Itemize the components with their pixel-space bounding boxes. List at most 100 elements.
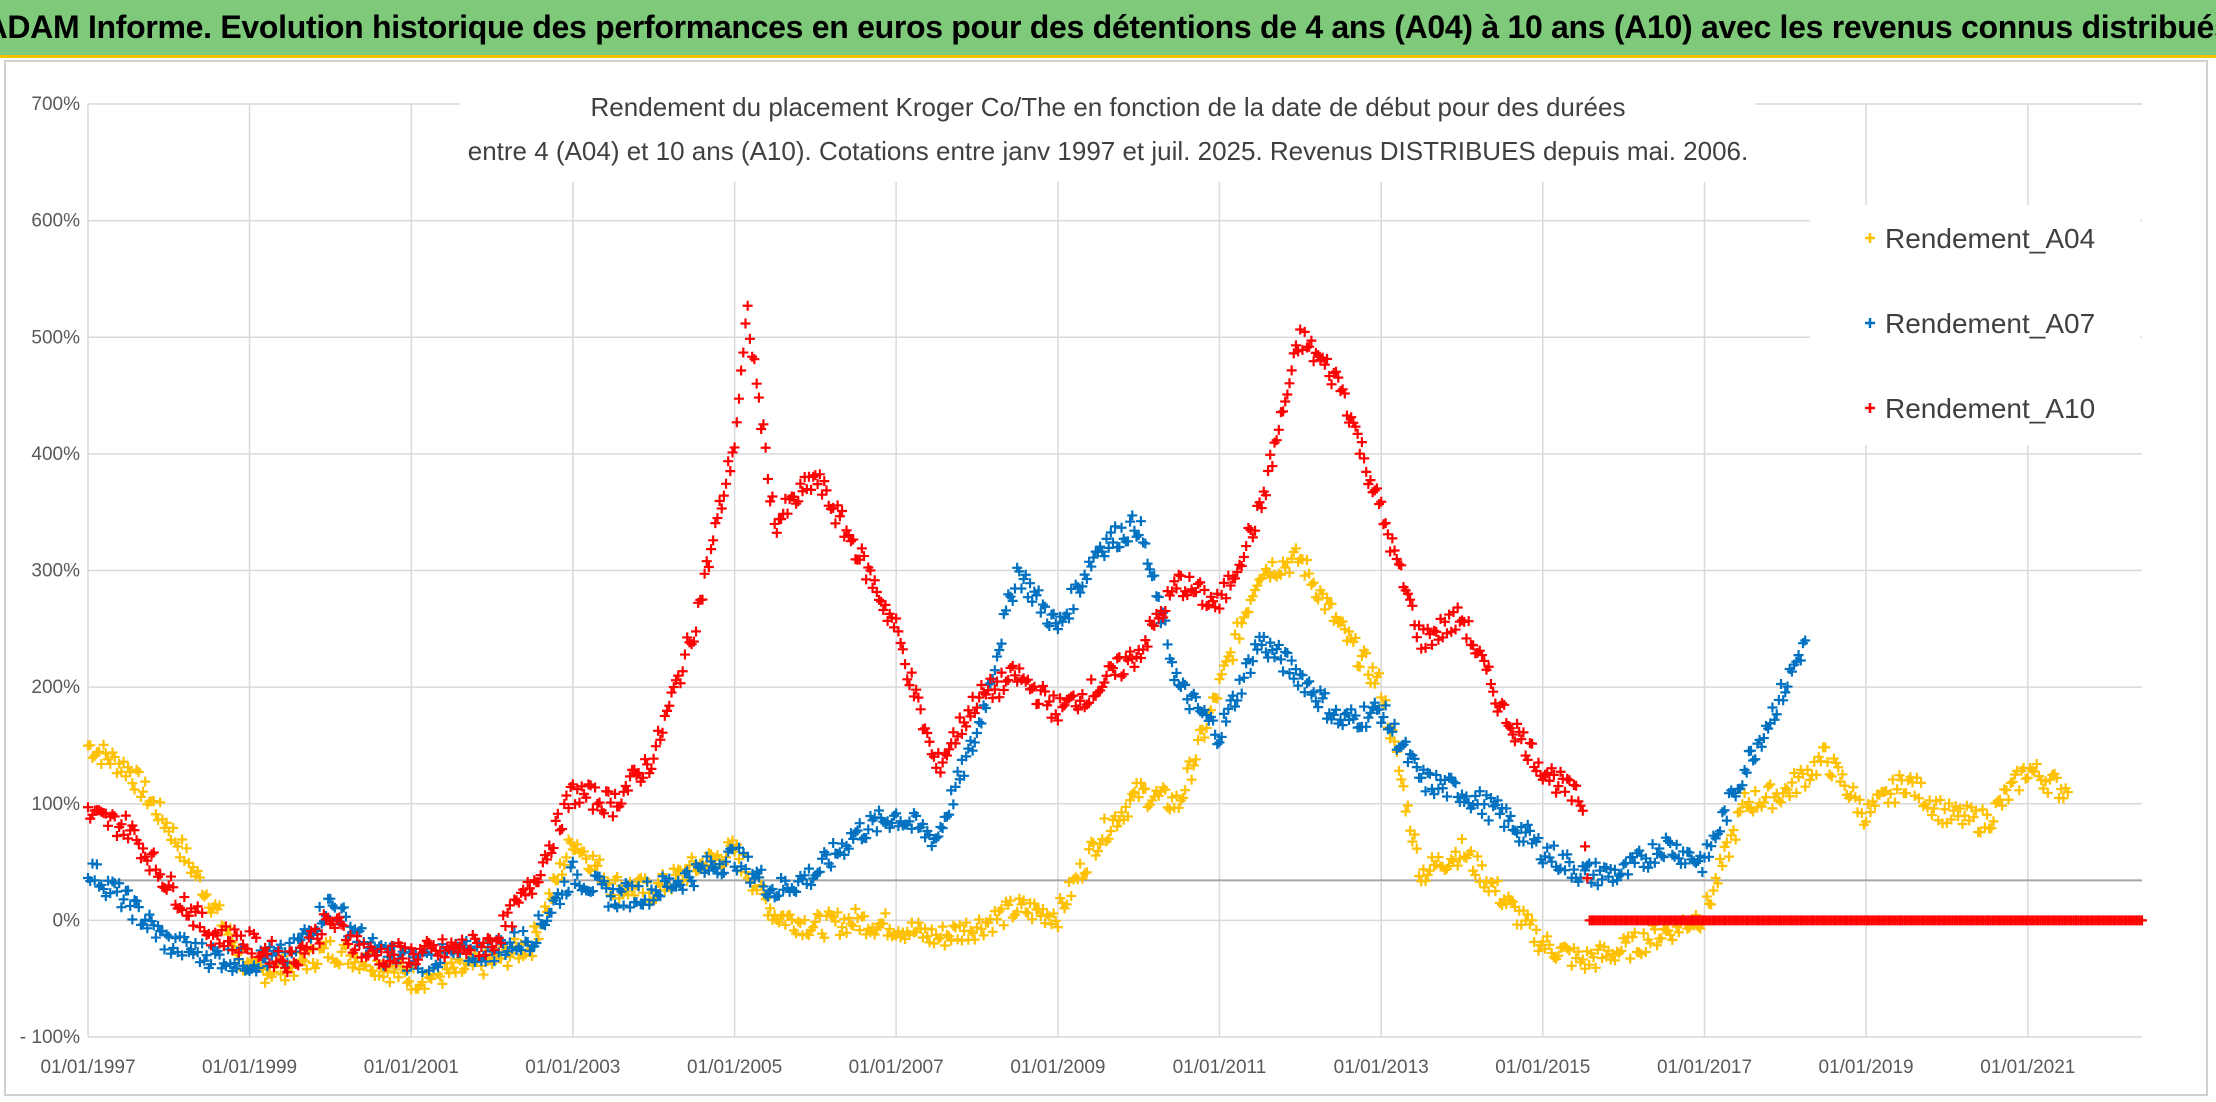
point-marker <box>570 799 581 810</box>
point-marker <box>742 851 753 862</box>
point-marker <box>1354 661 1365 672</box>
point-marker <box>1791 787 1802 798</box>
point-marker <box>786 914 797 925</box>
point-marker <box>679 649 690 660</box>
point-marker <box>1638 928 1649 939</box>
point-marker <box>1597 874 1608 885</box>
point-marker <box>183 910 194 921</box>
point-marker <box>1214 603 1225 614</box>
point-marker <box>1199 704 1210 715</box>
point-marker <box>931 833 942 844</box>
point-marker <box>1396 560 1407 571</box>
point-marker <box>819 847 830 858</box>
point-marker <box>1522 819 1533 830</box>
point-marker <box>1837 769 1848 780</box>
point-marker <box>738 347 749 358</box>
point-marker <box>686 875 697 886</box>
point-marker <box>1411 632 1422 643</box>
point-marker <box>598 808 609 819</box>
point-marker <box>1977 804 1988 815</box>
point-marker <box>1560 786 1570 797</box>
point-marker <box>1308 356 1319 367</box>
point-marker <box>1488 801 1499 812</box>
point-marker <box>1260 647 1271 658</box>
point-marker <box>994 692 1005 703</box>
point-marker <box>1577 805 1588 816</box>
point-marker <box>1363 669 1374 680</box>
point-marker <box>504 937 515 948</box>
point-marker <box>212 930 223 941</box>
point-marker <box>1959 810 1970 821</box>
point-marker <box>1433 852 1444 863</box>
point-marker <box>205 907 216 918</box>
point-marker <box>520 890 531 901</box>
point-marker <box>310 923 321 934</box>
point-marker <box>412 954 423 965</box>
point-marker <box>1324 708 1335 719</box>
point-marker <box>448 962 459 973</box>
point-marker <box>1537 858 1548 869</box>
point-marker <box>1780 687 1791 698</box>
point-marker <box>116 819 127 830</box>
point-marker <box>554 898 565 909</box>
point-marker <box>1719 805 1730 816</box>
point-marker <box>1652 940 1663 951</box>
point-marker <box>1278 406 1289 417</box>
point-marker <box>902 674 913 685</box>
point-marker <box>749 354 760 365</box>
point-marker <box>1290 543 1301 554</box>
point-marker <box>133 902 144 913</box>
point-marker <box>1708 885 1719 896</box>
point-marker <box>740 318 751 329</box>
point-marker <box>803 929 814 940</box>
x-tick-label: 01/01/2019 <box>1819 1057 1914 1078</box>
point-marker <box>1035 607 1046 618</box>
point-marker <box>859 551 870 562</box>
point-marker <box>192 901 203 912</box>
point-marker <box>996 667 1007 678</box>
point-marker <box>170 933 181 944</box>
point-marker <box>1077 873 1088 884</box>
point-marker <box>161 884 172 895</box>
point-marker <box>758 419 769 430</box>
point-marker <box>618 900 629 911</box>
point-marker <box>1084 697 1095 708</box>
point-marker <box>859 911 870 922</box>
point-marker <box>439 952 450 963</box>
point-marker <box>574 880 585 891</box>
point-marker <box>1555 766 1566 777</box>
point-marker <box>1048 608 1059 619</box>
y-tick-label: 200% <box>31 677 80 698</box>
point-marker <box>1110 669 1121 680</box>
point-marker <box>165 948 176 959</box>
point-marker <box>1182 590 1193 601</box>
point-marker <box>1533 833 1544 844</box>
point-marker <box>832 500 843 511</box>
point-marker <box>308 944 319 955</box>
point-marker <box>378 971 389 982</box>
point-marker <box>1238 612 1249 623</box>
point-marker <box>1494 808 1505 819</box>
point-marker <box>1247 591 1258 602</box>
point-marker <box>1721 815 1732 826</box>
point-marker <box>1271 435 1282 446</box>
point-marker <box>533 877 544 888</box>
point-marker <box>736 365 747 376</box>
point-marker <box>900 659 911 670</box>
point-marker <box>814 866 825 877</box>
point-marker <box>1173 569 1184 580</box>
point-marker <box>205 959 216 970</box>
point-marker <box>758 881 769 892</box>
point-marker <box>1780 783 1791 794</box>
point-marker <box>518 951 529 962</box>
point-marker <box>89 875 100 886</box>
point-marker <box>1499 699 1510 710</box>
point-marker <box>1241 541 1252 552</box>
point-marker <box>733 393 744 404</box>
point-marker <box>129 784 140 795</box>
point-marker <box>531 927 542 938</box>
point-marker <box>590 782 601 793</box>
point-marker <box>976 680 987 691</box>
point-marker <box>1269 652 1280 663</box>
point-marker <box>1465 846 1476 857</box>
